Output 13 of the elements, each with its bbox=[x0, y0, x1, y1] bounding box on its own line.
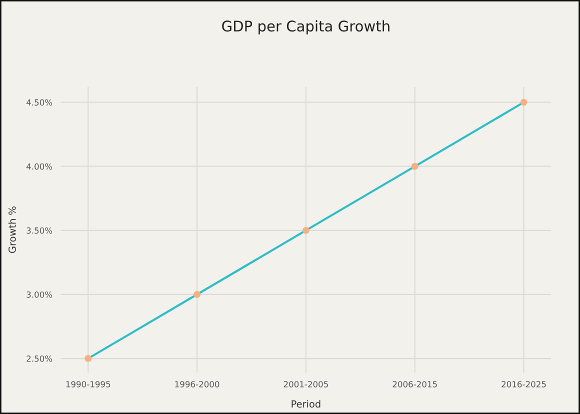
chart-title: GDP per Capita Growth bbox=[222, 20, 390, 34]
y-tick-label: 4.00% bbox=[26, 163, 52, 170]
y-axis-title: Growth % bbox=[8, 206, 16, 253]
x-tick-label: 1996-2000 bbox=[175, 381, 220, 388]
x-axis-title: Period bbox=[292, 400, 320, 408]
y-tick-label: 3.00% bbox=[26, 291, 52, 298]
x-tick-label: 1990-1995 bbox=[66, 381, 110, 388]
x-tick-label: 2006-2015 bbox=[392, 381, 437, 388]
y-tick-label: 2.50% bbox=[26, 355, 52, 362]
y-tick-label: 4.50% bbox=[26, 99, 52, 106]
x-tick-label: 2016-2025 bbox=[502, 381, 546, 388]
y-tick-label: 3.50% bbox=[26, 227, 52, 234]
x-tick-label: 2001-2005 bbox=[284, 381, 328, 388]
